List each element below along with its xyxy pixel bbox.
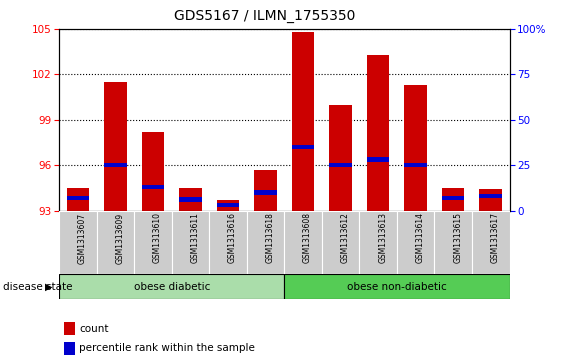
Bar (367, 158, 390, 162)
Bar (247, 211, 284, 274)
Text: GSM1313613: GSM1313613 (378, 212, 387, 264)
Bar (254, 170, 277, 211)
Bar (442, 196, 464, 200)
Text: GSM1313617: GSM1313617 (491, 212, 500, 264)
Text: disease state: disease state (3, 282, 72, 292)
Bar (179, 197, 202, 202)
Bar (397, 211, 435, 274)
Bar (104, 82, 127, 211)
Text: obese diabetic: obese diabetic (133, 282, 210, 292)
Text: GSM1313616: GSM1313616 (228, 212, 237, 264)
Text: GSM1313607: GSM1313607 (78, 212, 87, 264)
Bar (367, 55, 390, 211)
Bar (480, 189, 502, 211)
Bar (359, 211, 397, 274)
Bar (59, 211, 97, 274)
Bar (292, 145, 314, 149)
Bar (104, 163, 127, 167)
Text: GSM1313608: GSM1313608 (303, 212, 312, 264)
Bar (292, 32, 314, 211)
Bar (64, 342, 75, 355)
Bar (284, 211, 322, 274)
Bar (435, 211, 472, 274)
Bar (329, 105, 352, 211)
Text: percentile rank within the sample: percentile rank within the sample (79, 343, 255, 354)
Bar (254, 190, 277, 195)
Bar (480, 194, 502, 198)
Bar (442, 188, 464, 211)
Bar (142, 185, 164, 189)
Text: count: count (79, 324, 109, 334)
Bar (217, 200, 239, 211)
Bar (209, 211, 247, 274)
Bar (472, 211, 510, 274)
Bar (172, 211, 209, 274)
Text: GSM1313609: GSM1313609 (115, 212, 124, 264)
Text: GDS5167 / ILMN_1755350: GDS5167 / ILMN_1755350 (174, 9, 355, 23)
Text: obese non-diabetic: obese non-diabetic (347, 282, 447, 292)
Bar (97, 211, 134, 274)
Bar (66, 196, 89, 200)
Text: GSM1313611: GSM1313611 (190, 212, 199, 263)
Text: GSM1313618: GSM1313618 (266, 212, 275, 263)
Bar (179, 188, 202, 211)
Bar (329, 163, 352, 167)
Bar (59, 274, 284, 299)
Bar (142, 132, 164, 211)
Bar (284, 274, 510, 299)
Bar (134, 211, 172, 274)
Bar (66, 188, 89, 211)
Text: GSM1313614: GSM1313614 (415, 212, 425, 264)
Text: GSM1313615: GSM1313615 (453, 212, 462, 264)
Bar (64, 322, 75, 335)
Text: ▶: ▶ (46, 282, 53, 292)
Bar (404, 163, 427, 167)
Text: GSM1313612: GSM1313612 (341, 212, 350, 263)
Bar (404, 85, 427, 211)
Bar (217, 203, 239, 207)
Bar (322, 211, 359, 274)
Text: GSM1313610: GSM1313610 (153, 212, 162, 264)
